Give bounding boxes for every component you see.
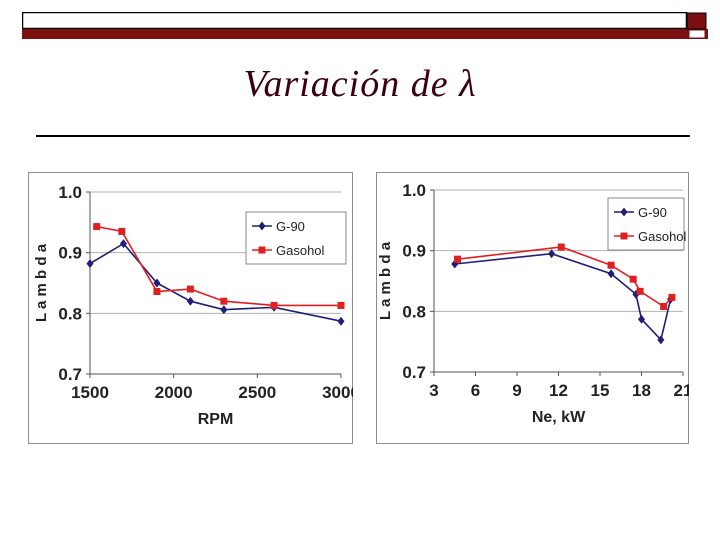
data-point-square: [636, 287, 644, 295]
data-point-diamond: [548, 249, 556, 259]
y-tick-label: 0.7: [58, 365, 82, 384]
data-point-square: [454, 255, 462, 263]
slide-title: Variación de λ: [243, 63, 477, 105]
x-tick-label: 9: [512, 381, 521, 400]
data-point-diamond: [657, 335, 665, 345]
title-bar-decoration: [22, 12, 708, 39]
data-point-diamond: [119, 239, 127, 249]
data-point-diamond: [86, 259, 94, 269]
data-point-diamond: [153, 278, 161, 288]
legend-entry-label: Gasohol: [638, 229, 687, 244]
data-point-diamond: [186, 296, 194, 306]
data-point-square: [153, 287, 161, 295]
data-point-square: [629, 275, 637, 283]
y-tick-label: 0.8: [402, 302, 426, 321]
x-tick-label: 21: [674, 381, 689, 400]
x-tick-label: 2000: [155, 383, 193, 402]
data-point-diamond: [337, 316, 345, 326]
legend-box: [245, 211, 347, 265]
x-tick-label: 6: [471, 381, 480, 400]
data-point-square: [668, 293, 676, 301]
legend-swatch-marker: [620, 232, 628, 240]
title-bar-band: [22, 29, 708, 39]
data-point-diamond: [638, 314, 645, 324]
data-point-square: [337, 301, 345, 309]
x-tick-label: 3000: [322, 383, 353, 402]
y-tick-label: 0.9: [58, 244, 82, 263]
chart-lambda-vs-power: 0.7 0.8 0.9 1.0 3 6 9 12 15 18 21 Ne, kW L a m b d a…: [376, 172, 689, 444]
title-bar-square-small: [688, 29, 706, 39]
y-axis-label: L a m b d a: [33, 243, 50, 322]
data-point-square: [118, 227, 126, 235]
legend-swatch-marker: [620, 207, 628, 217]
x-tick-label: 18: [632, 381, 651, 400]
y-tick-label: 1.0: [58, 183, 82, 202]
data-point-square: [186, 285, 194, 293]
legend-box: [607, 197, 685, 251]
x-axis-label: Ne, kW: [532, 409, 586, 426]
title-bar-outline: [22, 12, 688, 30]
legend-entry-label: G-90: [638, 205, 667, 220]
y-axis-label: L a m b d a: [377, 241, 394, 320]
y-tick-label: 0.9: [402, 242, 426, 261]
x-tick-label: 15: [591, 381, 610, 400]
data-point-diamond: [220, 305, 228, 315]
y-tick-label: 0.8: [58, 304, 82, 323]
title-bar-square: [686, 12, 707, 30]
data-point-diamond: [607, 269, 615, 279]
y-tick-label: 0.7: [402, 363, 426, 382]
x-tick-label: 1500: [71, 383, 109, 402]
data-point-square: [607, 261, 615, 269]
title-underline: [36, 135, 690, 137]
x-axis-label: RPM: [198, 411, 234, 428]
data-point-square: [557, 243, 565, 251]
data-point-square: [270, 301, 278, 309]
legend-entry-label: Gasohol: [276, 243, 325, 258]
y-tick-label: 1.0: [402, 181, 426, 200]
legend-entry-label: G-90: [276, 219, 305, 234]
data-point-square: [220, 297, 228, 305]
chart-lambda-vs-rpm: 0.7 0.8 0.9 1.0 1500 2000 2500 3000 RPM L a m b d…: [28, 172, 353, 444]
data-point-square: [660, 302, 668, 310]
legend-swatch-marker: [258, 221, 266, 231]
x-tick-label: 2500: [238, 383, 276, 402]
data-point-square: [93, 223, 101, 231]
x-tick-label: 3: [429, 381, 438, 400]
legend-swatch-marker: [258, 246, 266, 254]
x-tick-label: 12: [549, 381, 568, 400]
